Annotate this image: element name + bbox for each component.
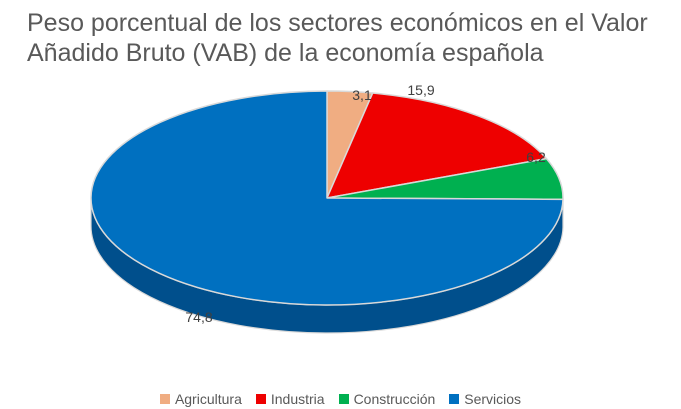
legend-item-industria: Industria — [255, 391, 325, 407]
data-label-servicios: 74,8 — [185, 309, 212, 325]
pie-tops — [90, 90, 564, 306]
slice-servicios — [90, 90, 564, 306]
legend-item-construcción: Construcción — [338, 391, 436, 407]
legend-label: Agricultura — [174, 391, 242, 407]
legend-item-agricultura: Agricultura — [159, 391, 242, 407]
chart-title: Peso porcentual de los sectores económic… — [27, 8, 667, 68]
legend-label: Servicios — [464, 391, 522, 407]
chart-legend: Agricultura Industria Construcción Servicio… — [0, 389, 681, 409]
chart-title-line-1: Peso porcentual de los sectores económic… — [27, 9, 648, 37]
legend-label: Industria — [270, 391, 325, 407]
data-label-agricultura: 3,1 — [352, 87, 372, 103]
legend-swatch — [255, 394, 266, 404]
slice-industria — [326, 92, 548, 199]
data-label-industria: 15,9 — [407, 82, 434, 98]
legend-swatch — [159, 394, 170, 404]
legend-swatch — [449, 394, 460, 404]
legend-label: Construcción — [353, 391, 436, 407]
legend-item-servicios: Servicios — [449, 391, 521, 407]
chart-title-line-2: Añadido Bruto (VAB) de la economía españ… — [27, 39, 544, 67]
data-label-construcción: 6,2 — [526, 149, 546, 165]
legend-swatch — [338, 394, 349, 404]
